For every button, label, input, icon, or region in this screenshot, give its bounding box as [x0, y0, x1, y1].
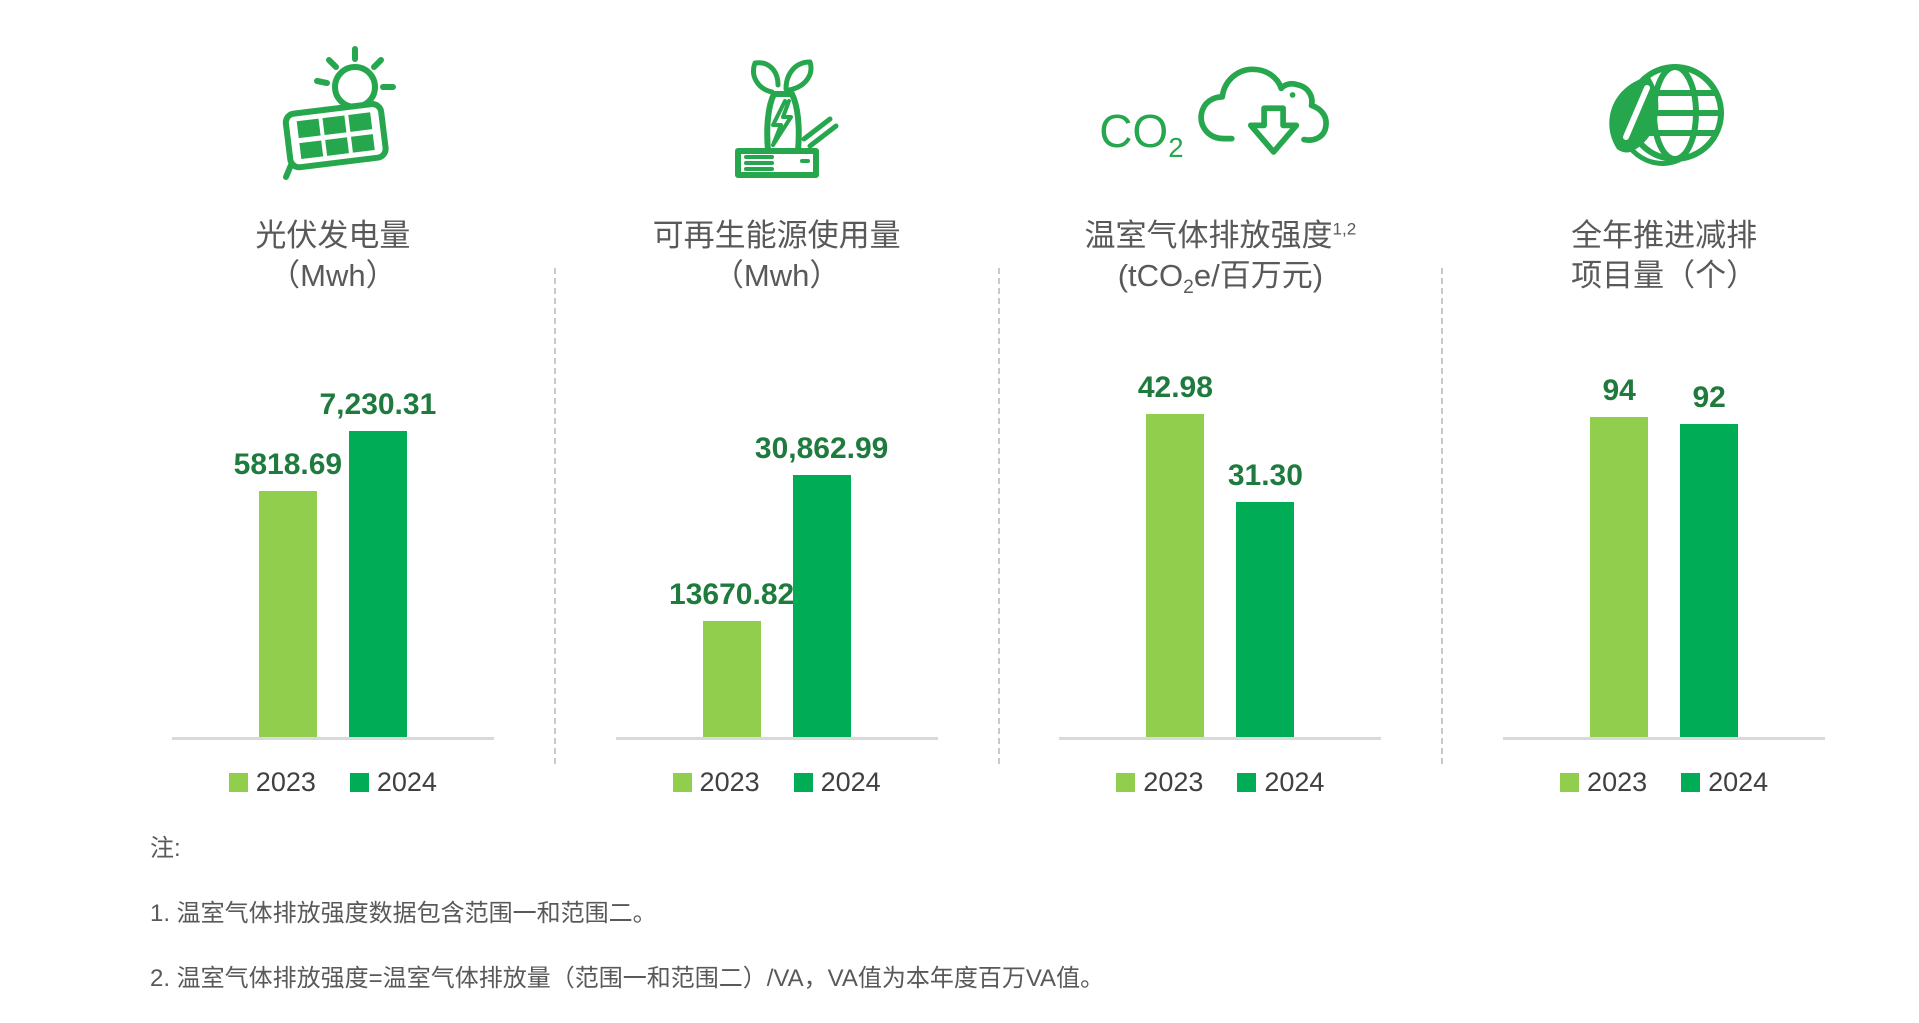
legend: 2023 2024 — [228, 767, 437, 798]
bar-2024: 30,862.99 — [755, 432, 888, 737]
legend-label-2023: 2023 — [255, 767, 316, 797]
bar-group: 5818.69 7,230.31 — [234, 388, 436, 737]
legend-label-2024: 2024 — [376, 767, 437, 797]
legend: 2023 2024 — [672, 767, 881, 798]
legend-label-2023: 2023 — [699, 767, 760, 797]
legend-swatch-2023 — [672, 773, 692, 792]
panel-title: 全年推进减排 项目量（个） — [1571, 210, 1758, 294]
panel-divider — [1441, 268, 1444, 764]
legend: 2023 2024 — [1116, 767, 1324, 798]
legend-item-2024: 2024 — [1237, 767, 1324, 798]
footnote-heading: 注: — [150, 835, 181, 862]
title-line-2: (tCO2e/百万元) — [1117, 258, 1324, 299]
legend-item-2023: 2023 — [672, 767, 760, 798]
axis-line — [1059, 737, 1382, 740]
legend-item-2024: 2024 — [349, 767, 437, 798]
solar-panel-sun-icon — [258, 38, 408, 188]
title-line-1: 全年推进减排 — [1571, 218, 1758, 254]
axis-line — [615, 737, 938, 740]
legend-item-2023: 2023 — [1116, 767, 1203, 798]
bar-2023: 42.98 — [1138, 371, 1213, 737]
legend-swatch-2024 — [1237, 773, 1257, 792]
panel-renewable-energy: 可再生能源使用量 （Mwh） 13670.82 30,862.99 2023 2… — [556, 0, 998, 798]
bar-value-2023: 5818.69 — [233, 448, 343, 481]
renewable-plant-icon — [734, 59, 839, 178]
bar-2024: 7,230.31 — [319, 388, 436, 737]
bar-2023: 94 — [1590, 374, 1649, 737]
bar-value-2024: 30,862.99 — [754, 432, 889, 465]
legend-item-2023: 2023 — [228, 767, 316, 798]
globe-leaf-icon — [1609, 64, 1725, 166]
solar-panel-sun-icon — [282, 46, 396, 180]
legend-item-2023: 2023 — [1560, 767, 1647, 798]
legend-item-2024: 2024 — [793, 767, 881, 798]
co2-label: CO2 — [1099, 105, 1184, 164]
footnote-2: 2. 温室气体排放强度=温室气体排放量（范围一和范围二）/VA，VA值为本年度百… — [150, 965, 1105, 992]
bar-group: 94 92 — [1590, 374, 1739, 737]
bar-value-2023: 94 — [1602, 374, 1636, 407]
title-line-1: 可再生能源使用量 — [652, 218, 901, 254]
co2-cloud-arrow-icon — [1197, 66, 1329, 155]
footnotes: 注: 1. 温室气体排放强度数据包含范围一和范围二。 2. 温室气体排放强度=温… — [150, 828, 1104, 1023]
panel-divider — [997, 268, 1000, 764]
bar-2024: 92 — [1680, 381, 1739, 737]
panel-pv-generation: 光伏发电量 （Mwh） 5818.69 7,230.31 2023 2024 — [112, 0, 554, 798]
panel-reduction-projects: 全年推进减排 项目量（个） 94 92 2023 2024 — [1443, 0, 1885, 798]
legend-swatch-2023 — [228, 773, 248, 792]
title-line-2: 项目量（个） — [1571, 258, 1758, 294]
bar-value-2024: 7,230.31 — [319, 388, 437, 421]
bar-2023: 13670.82 — [669, 578, 794, 737]
title-line-2: （Mwh） — [269, 258, 397, 294]
panel-title: 光伏发电量 （Mwh） — [255, 210, 411, 294]
metrics-panel-row: 光伏发电量 （Mwh） 5818.69 7,230.31 2023 2024 — [112, 0, 1885, 798]
globe-leaf-icon — [1589, 38, 1739, 188]
legend-swatch-2023 — [1116, 773, 1136, 792]
co2-reduction-cloud-icon: CO2 — [1099, 38, 1341, 188]
legend-item-2024: 2024 — [1681, 767, 1768, 798]
bar-2024: 31.30 — [1228, 459, 1303, 737]
bar-value-2023: 13670.82 — [669, 578, 795, 611]
legend-label-2023: 2023 — [1587, 767, 1648, 797]
legend-swatch-2024 — [1681, 773, 1701, 792]
legend-swatch-2024 — [349, 773, 369, 792]
bar-value-2024: 31.30 — [1227, 459, 1303, 492]
legend-label-2024: 2024 — [1708, 767, 1769, 797]
footnote-1: 1. 温室气体排放强度数据包含范围一和范围二。 — [150, 900, 657, 927]
legend-swatch-2023 — [1560, 773, 1580, 792]
bar-value-2024: 92 — [1692, 381, 1726, 414]
legend-label-2024: 2024 — [820, 767, 881, 797]
axis-line — [171, 737, 494, 740]
panel-ghg-intensity: CO2 温室气体排放强度1,2 (tCO2e/百万元) 42.98 31.30 … — [1000, 0, 1442, 798]
title-line-1: 光伏发电量 — [255, 218, 411, 254]
legend-label-2024: 2024 — [1264, 767, 1325, 797]
title-line-1: 温室气体排放强度1,2 — [1084, 218, 1357, 254]
bar-group: 42.98 31.30 — [1138, 371, 1303, 737]
renewable-plant-icon — [702, 38, 852, 188]
panel-title: 可再生能源使用量 （Mwh） — [652, 210, 901, 294]
panel-divider — [553, 268, 556, 764]
axis-line — [1503, 737, 1826, 740]
legend-label-2023: 2023 — [1143, 767, 1204, 797]
legend: 2023 2024 — [1560, 767, 1768, 798]
legend-swatch-2024 — [793, 773, 813, 792]
bar-group: 13670.82 30,862.99 — [669, 397, 888, 737]
title-line-2: （Mwh） — [712, 258, 841, 294]
panel-title: 温室气体排放强度1,2 (tCO2e/百万元) — [1084, 210, 1357, 299]
bar-value-2023: 42.98 — [1137, 371, 1213, 404]
bar-2023: 5818.69 — [234, 448, 342, 737]
